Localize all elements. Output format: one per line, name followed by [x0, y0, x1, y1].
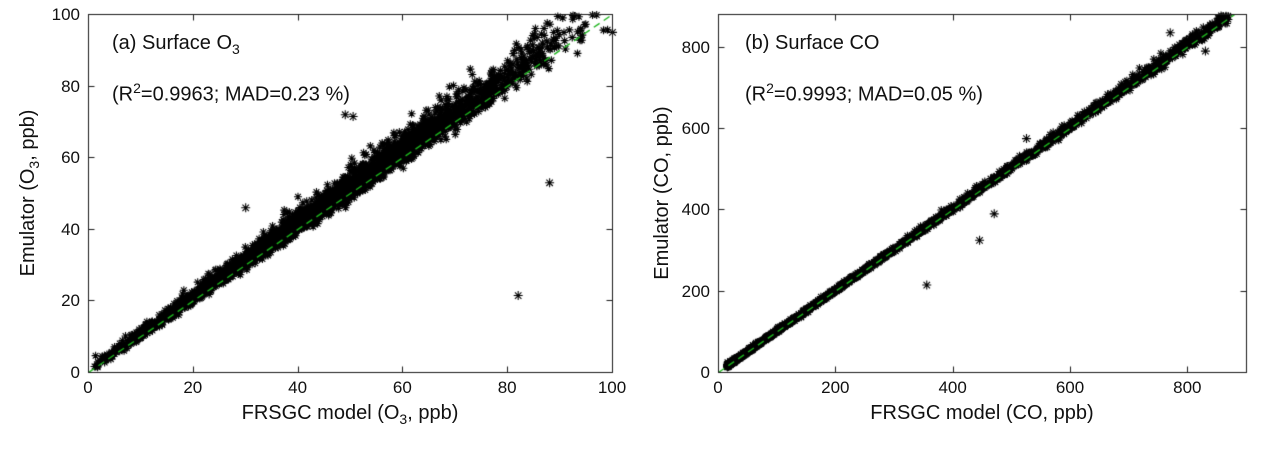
y-tick-label: 100 — [51, 5, 80, 24]
panel-b-annotation: (b) Surface CO (R2=0.9993; MAD=0.05 %) — [745, 24, 983, 115]
x-tick-label: 40 — [288, 378, 308, 397]
panel-a-stats: (R2=0.9963; MAD=0.23 %) — [112, 80, 350, 106]
x-axis-label-a: FRSGC model (O3, ppb) — [241, 402, 459, 427]
x-tick-label: 800 — [1173, 378, 1202, 397]
x-tick-label: 0 — [713, 378, 723, 397]
x-tick-label: 20 — [183, 378, 203, 397]
x-tick-label: 600 — [1055, 378, 1085, 397]
panel-a-title: (a) Surface O3 — [112, 32, 240, 57]
x-tick-label: 0 — [83, 378, 93, 397]
y-tick-label: 400 — [681, 200, 710, 220]
y-tick-label: 800 — [681, 37, 710, 57]
panel-b-stats: (R2=0.9993; MAD=0.05 %) — [745, 80, 983, 106]
y-tick-label: 60 — [61, 148, 80, 168]
y-axis-label-a: Emulator (O3, ppb) — [17, 109, 42, 277]
x-tick-label: 100 — [597, 378, 627, 397]
y-tick-label: 600 — [681, 118, 710, 138]
panel-b-title: (b) Surface CO — [745, 32, 880, 54]
y-tick-label: 80 — [61, 76, 80, 96]
x-tick-label: 80 — [497, 378, 517, 397]
y-tick-label: 40 — [61, 219, 80, 239]
x-tick-label: 60 — [392, 378, 412, 397]
panel-a-annotation: (a) Surface O3 (R2=0.9963; MAD=0.23 %) — [112, 24, 350, 115]
y-axis-label-b: Emulator (CO, ppb) — [651, 106, 673, 280]
x-tick-label: 400 — [938, 378, 967, 397]
x-axis-label-b: FRSGC model (CO, ppb) — [870, 402, 1094, 424]
x-tick-label: 200 — [821, 378, 850, 397]
y-tick-label: 0 — [70, 363, 80, 382]
y-tick-label: 200 — [681, 281, 710, 301]
y-tick-label: 20 — [61, 291, 80, 311]
y-tick-label: 0 — [700, 363, 710, 382]
